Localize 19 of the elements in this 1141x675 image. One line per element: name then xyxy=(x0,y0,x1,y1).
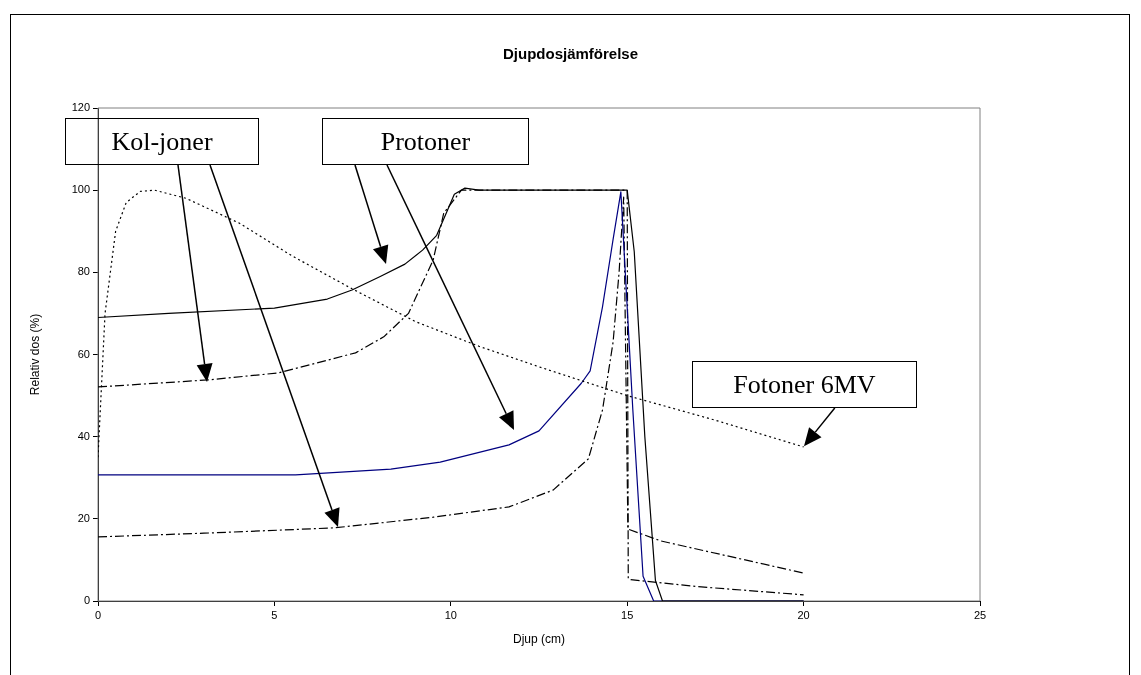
x-tick-label: 25 xyxy=(973,608,987,621)
y-tick-label: 40 xyxy=(77,429,90,442)
y-tick-label: 60 xyxy=(77,347,90,360)
y-tick-label: 20 xyxy=(77,511,90,524)
x-tick-label: 5 xyxy=(271,608,278,621)
y-tick-label: 80 xyxy=(77,265,90,278)
y-tick-label: 120 xyxy=(71,101,90,114)
annotation: Fotoner 6MV xyxy=(692,361,917,408)
chart-title: Djupdosjämförelse xyxy=(502,45,639,62)
y-tick-label: 0 xyxy=(83,594,90,607)
x-tick-label: 20 xyxy=(797,608,810,621)
x-axis-title: Djup (cm) xyxy=(512,632,566,647)
y-axis-title: Relativ dos (%) xyxy=(27,313,42,396)
annotation: Kol-joner xyxy=(65,118,259,165)
x-tick-label: 0 xyxy=(94,608,102,621)
y-tick-label: 100 xyxy=(71,183,90,196)
annotation: Protoner xyxy=(322,118,529,165)
x-tick-label: 10 xyxy=(444,608,457,621)
x-tick-label: 15 xyxy=(621,608,634,621)
